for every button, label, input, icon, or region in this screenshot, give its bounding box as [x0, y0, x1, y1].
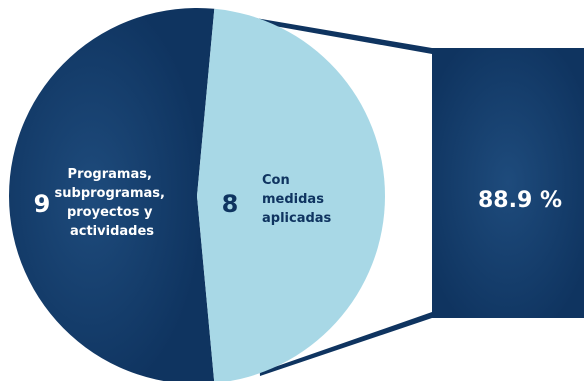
slice-label-programas: Programas, subprogramas, proyectos y act… [55, 167, 170, 239]
slice-label-medidas: Con medidas aplicadas [262, 173, 332, 226]
slice-value-medidas: 8 [222, 190, 239, 218]
pie-slice-medidas [197, 8, 385, 381]
slice-value-programas: 9 [34, 190, 51, 218]
highlight-value: 88.9 % [478, 188, 562, 213]
pie-slice-programas [9, 8, 215, 381]
highlight-box [432, 48, 584, 318]
